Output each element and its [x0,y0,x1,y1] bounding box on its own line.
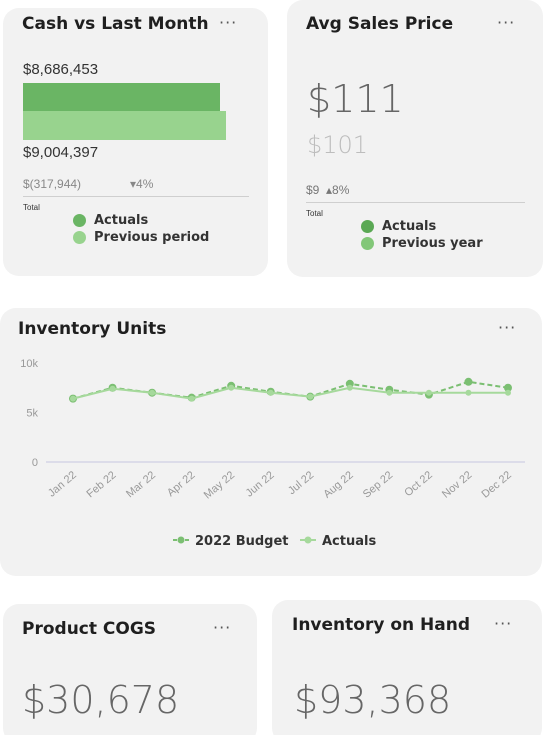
cash-legend-previous: Previous period [94,230,210,245]
cash-total-label: Total [23,203,40,212]
product-cogs-title: Product COGS [22,619,157,639]
cash-diff: $(317,944) [23,177,82,191]
legend-actuals-marker [304,536,312,544]
cash-previous-bar [23,111,226,140]
cash-current-value: $8,686,453 [23,61,99,78]
y-tick-label: 10k [20,358,38,370]
inventory-on-hand-value: $93,368 [294,678,452,722]
inventory-units-title: Inventory Units [18,319,167,339]
cash-pct-change: ▾4% [130,177,154,191]
cash-card: Cash vs Last Month ··· $8,686,453 $9,004… [3,8,268,276]
actuals-data-point [346,384,353,391]
x-tick-label: Sep 22 [361,469,395,501]
cash-legend-actuals-marker [73,214,86,227]
actuals-data-point [267,389,274,396]
inventory-units-chart: 10k 5k 0 Jan 22 Feb 22 Mar 22 Apr 22 May 22 Jun … [20,358,525,549]
x-tick-label: Aug 22 [321,469,355,501]
inventory-units-more-options-icon[interactable]: ··· [498,318,517,337]
cash-card-title: Cash vs Last Month [22,14,209,34]
budget-series-line [72,380,509,400]
cash-previous-value: $9,004,397 [23,144,99,161]
avg-price-previous: $101 [307,131,369,159]
legend-actuals-label: Actuals [322,534,376,549]
cash-more-options-icon[interactable]: ··· [219,13,238,32]
actuals-data-point [109,385,116,392]
legend-2022-budget-marker [177,536,185,544]
avg-price-divider [306,202,525,203]
product-cogs-value: $30,678 [22,678,180,722]
avg-price-legend-actuals-marker [361,220,374,233]
x-tick-label: Jan 22 [46,469,79,499]
inventory-on-hand-more-options-icon[interactable]: ··· [494,614,513,633]
actuals-series-line [72,386,508,400]
avg-price-diff: $9 [306,183,320,197]
avg-price-card: Avg Sales Price ··· $111 $101 $9 ▴8% Tot… [287,0,543,277]
y-tick-label: 0 [32,457,38,469]
actuals-data-point [425,389,432,396]
inventory-on-hand-card: Inventory on Hand ··· $93,368 [272,600,542,735]
actuals-data-point [465,389,472,396]
avg-price-legend-previous-marker [361,237,374,250]
x-tick-label: May 22 [202,469,237,501]
cash-legend-previous-marker [73,231,86,244]
avg-price-legend-actuals: Actuals [382,219,437,234]
avg-price-value: $111 [307,77,404,121]
cash-divider [23,196,249,197]
actuals-data-point [188,395,195,402]
inventory-on-hand-title: Inventory on Hand [292,615,471,635]
budget-data-point [504,383,512,392]
x-tick-label: Feb 22 [85,469,119,500]
x-tick-label: Apr 22 [165,469,198,499]
x-tick-label: Nov 22 [440,469,474,501]
x-tick-label: Oct 22 [402,469,435,499]
legend-2022-budget-label: 2022 Budget [195,534,289,549]
product-cogs-more-options-icon[interactable]: ··· [213,618,232,637]
x-tick-label: Jul 22 [286,469,316,497]
avg-price-pct-change: ▴8% [326,183,350,197]
inventory-units-card: Inventory Units ··· 10k 5k 0 Jan 22 Feb 22 Ma… [0,308,542,576]
cash-current-bar [23,83,220,112]
x-tick-label: Jun 22 [244,469,277,499]
actuals-data-point [149,389,156,396]
actuals-data-point [70,395,76,402]
actuals-data-point [505,389,511,396]
product-cogs-card: Product COGS ··· $30,678 [3,604,257,735]
avg-price-title: Avg Sales Price [306,14,454,34]
actuals-data-point [228,384,235,391]
budget-data-point [464,377,473,386]
x-tick-label: Dec 22 [480,469,514,501]
avg-price-legend-previous: Previous year [382,236,483,251]
actuals-data-point [307,393,314,400]
actuals-data-point [386,389,393,396]
y-tick-label: 5k [26,408,38,420]
x-tick-label: Mar 22 [124,469,158,500]
avg-price-total-label: Total [306,209,323,218]
avg-price-more-options-icon[interactable]: ··· [497,13,516,32]
cash-legend-actuals: Actuals [94,213,149,228]
